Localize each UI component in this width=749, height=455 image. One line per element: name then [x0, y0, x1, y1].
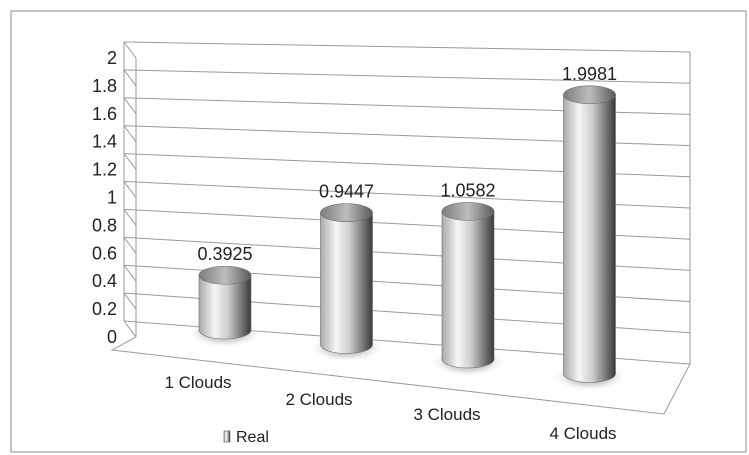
- y-tick-label: 0.2: [92, 299, 117, 319]
- legend-label-real: Real: [236, 429, 269, 446]
- side-gridline: [123, 292, 137, 310]
- side-gridline: [123, 209, 137, 226]
- y-tick-label: 0.6: [92, 243, 117, 263]
- bars: [187, 85, 628, 392]
- side-gridline: [123, 320, 137, 338]
- x-tick-label: 4 Clouds: [549, 424, 616, 443]
- chart-frame: [10, 10, 747, 453]
- gridline: [123, 41, 691, 53]
- x-tick-label: 2 Clouds: [285, 390, 352, 409]
- data-label: 0.3925: [197, 244, 252, 264]
- bar: [320, 212, 373, 354]
- y-tick-label: 1: [107, 188, 117, 208]
- legend-swatch-real: [223, 430, 231, 443]
- y-tick-label: 0.8: [92, 215, 117, 235]
- y-tick-label: 1.6: [92, 104, 117, 124]
- side-gridline: [123, 153, 137, 170]
- x-axis-tick-labels: 1 Clouds 2 Clouds 3 Clouds 4 Clouds: [164, 373, 616, 443]
- y-tick-label: 2: [107, 48, 117, 68]
- side-gridline: [123, 181, 137, 198]
- y-tick-label: 0: [107, 327, 117, 347]
- side-gridline: [123, 97, 137, 115]
- y-tick-label: 0.4: [92, 271, 117, 291]
- chart-floor: [110, 336, 691, 415]
- bar-cap: [441, 202, 495, 221]
- data-label: 1.9981: [562, 64, 617, 84]
- data-labels: 0.3925 0.9447 1.0582 1.9981: [197, 64, 617, 264]
- y-axis-tick-labels: 0 0.2 0.4 0.6 0.8 1 1.2 1.4 1.6 1.8 2: [92, 48, 117, 347]
- floor-edge: [110, 336, 691, 415]
- side-gridline: [123, 69, 137, 87]
- gridline: [123, 69, 691, 84]
- y-tick-label: 1.2: [92, 160, 117, 180]
- bar: [198, 274, 252, 340]
- data-label: 0.9447: [319, 182, 374, 202]
- bar: [563, 94, 616, 383]
- data-label: 1.0582: [440, 180, 495, 200]
- y-tick-label: 1.8: [92, 76, 117, 96]
- y-tick-label: 1.4: [92, 132, 117, 152]
- x-tick-label: 1 Clouds: [164, 373, 231, 392]
- x-tick-label: 3 Clouds: [413, 405, 480, 424]
- side-gridline: [123, 125, 137, 142]
- side-gridline: [123, 264, 137, 282]
- side-gridline: [123, 237, 137, 254]
- side-gridline: [123, 41, 137, 59]
- bar-cap: [320, 203, 373, 223]
- legend: Real: [223, 429, 269, 446]
- bar-cap: [563, 85, 616, 105]
- bar: [441, 211, 495, 369]
- bar-cap: [198, 265, 252, 285]
